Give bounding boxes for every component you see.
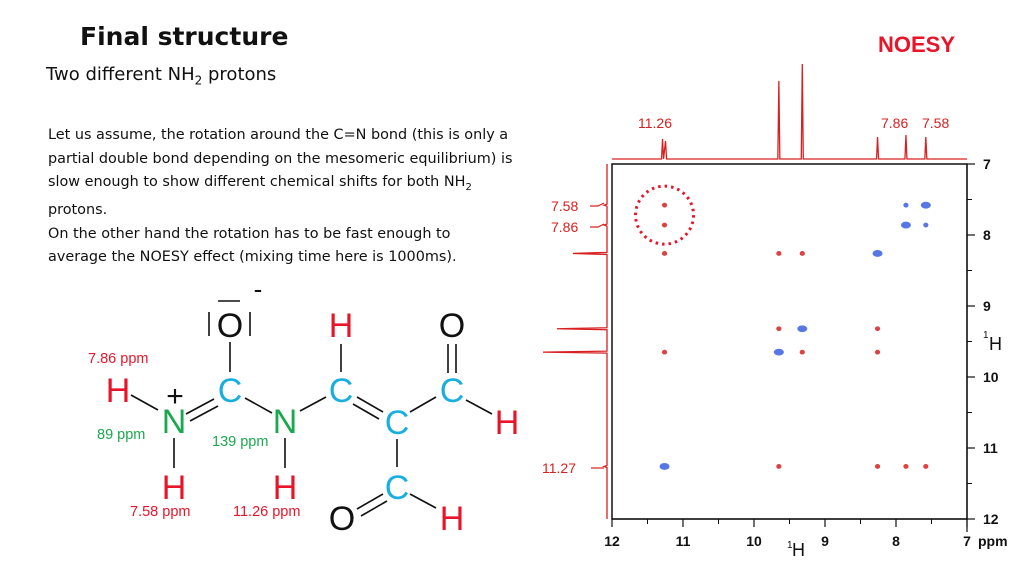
cross-peak-red xyxy=(661,349,668,355)
cross-peak-red xyxy=(661,251,668,256)
paragraph-line: protons. xyxy=(48,202,108,219)
cross-peaks xyxy=(659,201,931,470)
cross-peak-red xyxy=(776,251,782,256)
connector-786 xyxy=(590,223,605,228)
subtitle-text-end: protons xyxy=(202,64,277,85)
top-label-758: 7.58 xyxy=(922,115,949,131)
top-label-1126: 11.26 xyxy=(638,115,672,131)
cross-peak-red xyxy=(776,326,782,332)
paragraph-line: Let us assume, the rotation around the C… xyxy=(48,127,509,143)
paragraph-line: slow enough to show different chemical s… xyxy=(48,171,568,199)
paragraph-line: On the other hand the rotation has to be… xyxy=(48,225,451,242)
top-projection xyxy=(612,63,967,160)
explanation-paragraph: Let us assume, the rotation around the C… xyxy=(48,124,568,270)
y-tick-label: 11 xyxy=(983,440,998,456)
y-tick-label: 7 xyxy=(983,156,991,172)
top-label-786: 7.86 xyxy=(881,115,908,131)
paragraph-line-text: slow enough to show different chemical s… xyxy=(48,174,466,190)
paragraph-line: average the NOESY effect (mixing time he… xyxy=(48,249,457,266)
cross-peak-red xyxy=(799,349,805,355)
paragraph-line: partial double bond depending on the mes… xyxy=(48,150,513,167)
x-tick-label: 9 xyxy=(821,533,829,549)
left-label-758: 7.58 xyxy=(551,198,578,214)
x-axis-nucleus: H xyxy=(792,540,805,560)
cross-peak-red xyxy=(923,464,929,469)
cross-peak-blue xyxy=(900,221,911,229)
y-axis-nucleus-sup: 1 xyxy=(983,330,989,341)
left-label-connectors xyxy=(590,202,605,469)
cross-peak-red xyxy=(874,349,881,355)
noesy-tag: NOESY xyxy=(878,32,956,57)
highlight-circle xyxy=(634,184,696,246)
cross-peak-red xyxy=(799,251,805,256)
left-peak-labels: 7.58 7.86 11.27 xyxy=(542,198,578,476)
cross-peak-blue xyxy=(773,348,784,356)
y-tick-label: 10 xyxy=(983,369,999,385)
x-tick-label: 11 xyxy=(676,533,691,549)
y-tick-label: 8 xyxy=(983,227,991,243)
cross-peak-blue xyxy=(903,202,909,208)
y-tick-label: 12 xyxy=(983,511,999,527)
y-axis-ticks: 7 8 9 10 11 12 xyxy=(967,156,999,527)
cross-peak-red xyxy=(874,326,881,332)
cross-peak-blue xyxy=(872,250,883,257)
x-tick-label: 10 xyxy=(746,533,762,549)
cross-peak-red xyxy=(776,464,782,469)
x-axis-nucleus-sup: 1 xyxy=(787,540,793,551)
top-peak-labels: 11.26 7.86 7.58 xyxy=(638,115,949,131)
left-projection xyxy=(542,164,608,519)
paragraph-subscript: 2 xyxy=(465,181,472,193)
cross-peak-blue xyxy=(923,222,929,228)
left-label-786: 7.86 xyxy=(551,219,578,235)
cross-peak-blue xyxy=(920,201,931,209)
cross-peak-blue xyxy=(659,463,670,470)
subtitle-subscript: 2 xyxy=(194,73,203,88)
cross-peak-red xyxy=(661,202,668,208)
x-tick-label: 7 xyxy=(963,533,971,549)
connector-758 xyxy=(590,202,605,207)
y-axis-nucleus: H xyxy=(989,334,1002,354)
slide-title: Final structure xyxy=(80,22,289,51)
cross-peak-red xyxy=(661,222,668,228)
y-tick-label: 9 xyxy=(983,298,991,314)
slide-subtitle: Two different NH2 protons xyxy=(46,64,276,88)
x-tick-label: 12 xyxy=(604,533,620,549)
x-axis-unit: ppm xyxy=(978,533,1008,549)
left-label-1127: 11.27 xyxy=(542,460,576,476)
x-tick-label: 8 xyxy=(892,533,900,549)
x-axis-ticks: 12 11 10 9 8 7 xyxy=(604,519,971,549)
subtitle-text: Two different NH xyxy=(46,64,195,85)
cross-peak-red xyxy=(874,464,881,469)
cross-peak-blue xyxy=(797,325,808,333)
cross-peak-red xyxy=(903,464,909,469)
axis-labels: 1 H ppm 1 H xyxy=(787,330,1008,560)
